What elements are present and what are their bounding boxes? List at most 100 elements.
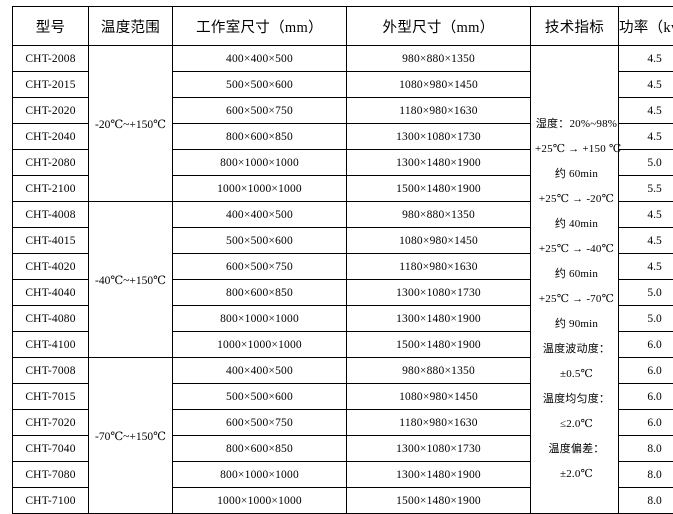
cell-inner-size: 600×500×750 [173, 98, 347, 124]
cell-inner-size: 500×500×600 [173, 72, 347, 98]
cell-outer-size: 1300×1480×1900 [347, 150, 531, 176]
cell-temp-range: -20℃~+150℃ [89, 46, 173, 202]
tech-indicator-line: 约 90min [535, 312, 618, 337]
cell-outer-size: 1300×1080×1730 [347, 280, 531, 306]
cell-outer-size: 1500×1480×1900 [347, 488, 531, 514]
cell-inner-size: 400×400×500 [173, 358, 347, 384]
cell-outer-size: 1300×1480×1900 [347, 306, 531, 332]
column-header-model: 型号 [13, 7, 89, 46]
cell-inner-size: 500×500×600 [173, 384, 347, 410]
tech-indicator-line: 约 60min [535, 162, 618, 187]
cell-outer-size: 1180×980×1630 [347, 98, 531, 124]
tech-indicator-line: 湿度：20%~98% [535, 112, 618, 137]
cell-temp-range: -70℃~+150℃ [89, 358, 173, 514]
cell-power: 6.0 [619, 332, 673, 358]
cell-model: CHT-2100 [13, 176, 89, 202]
cell-outer-size: 980×880×1350 [347, 202, 531, 228]
cell-model: CHT-2080 [13, 150, 89, 176]
column-header-power: 功率（kw） [619, 7, 673, 46]
cell-model: CHT-4015 [13, 228, 89, 254]
cell-inner-size: 600×500×750 [173, 254, 347, 280]
cell-inner-size: 400×400×500 [173, 202, 347, 228]
cell-power: 4.5 [619, 124, 673, 150]
column-header-outer-size: 外型尺寸（mm） [347, 7, 531, 46]
tech-indicator-line: +25℃ → -40℃ [535, 237, 618, 262]
cell-model: CHT-4020 [13, 254, 89, 280]
cell-power: 4.5 [619, 254, 673, 280]
cell-outer-size: 1500×1480×1900 [347, 332, 531, 358]
cell-model: CHT-7008 [13, 358, 89, 384]
cell-power: 8.0 [619, 488, 673, 514]
cell-model: CHT-7040 [13, 436, 89, 462]
specification-table: 型号 温度范围 工作室尺寸（mm） 外型尺寸（mm） 技术指标 功率（kw） 电… [12, 6, 673, 514]
cell-power: 8.0 [619, 436, 673, 462]
cell-model: CHT-7020 [13, 410, 89, 436]
cell-power: 5.5 [619, 176, 673, 202]
cell-power: 5.0 [619, 306, 673, 332]
column-header-tech-indicator: 技术指标 [531, 7, 619, 46]
cell-model: CHT-4008 [13, 202, 89, 228]
table-header: 型号 温度范围 工作室尺寸（mm） 外型尺寸（mm） 技术指标 功率（kw） 电… [13, 7, 673, 46]
tech-indicator-line: 温度均匀度： [535, 387, 618, 412]
cell-model: CHT-7015 [13, 384, 89, 410]
column-header-inner-size: 工作室尺寸（mm） [173, 7, 347, 46]
cell-outer-size: 1300×1080×1730 [347, 436, 531, 462]
cell-inner-size: 1000×1000×1000 [173, 176, 347, 202]
cell-power: 4.5 [619, 202, 673, 228]
cell-power: 6.0 [619, 384, 673, 410]
cell-model: CHT-2008 [13, 46, 89, 72]
tech-indicator-line: +25℃ → -20℃ [535, 187, 618, 212]
specification-table-container: 型号 温度范围 工作室尺寸（mm） 外型尺寸（mm） 技术指标 功率（kw） 电… [12, 6, 662, 514]
cell-outer-size: 980×880×1350 [347, 46, 531, 72]
cell-power: 4.5 [619, 98, 673, 124]
tech-indicator-line: ≤2.0℃ [535, 412, 618, 437]
cell-inner-size: 400×400×500 [173, 46, 347, 72]
cell-inner-size: 800×600×850 [173, 280, 347, 306]
cell-outer-size: 1080×980×1450 [347, 384, 531, 410]
cell-inner-size: 500×500×600 [173, 228, 347, 254]
cell-power: 5.0 [619, 150, 673, 176]
cell-power: 4.5 [619, 72, 673, 98]
cell-outer-size: 1500×1480×1900 [347, 176, 531, 202]
cell-inner-size: 600×500×750 [173, 410, 347, 436]
tech-indicator-line: ±0.5℃ [535, 362, 618, 387]
cell-outer-size: 980×880×1350 [347, 358, 531, 384]
cell-power: 4.5 [619, 228, 673, 254]
cell-inner-size: 800×1000×1000 [173, 462, 347, 488]
cell-inner-size: 800×1000×1000 [173, 150, 347, 176]
tech-indicator-line: +25℃ → -70℃ [535, 287, 618, 312]
cell-inner-size: 800×1000×1000 [173, 306, 347, 332]
tech-indicator-line: 温度偏差： [535, 437, 618, 462]
tech-indicator-line: 温度波动度： [535, 337, 618, 362]
cell-outer-size: 1300×1080×1730 [347, 124, 531, 150]
cell-model: CHT-7100 [13, 488, 89, 514]
cell-outer-size: 1080×980×1450 [347, 228, 531, 254]
cell-model: CHT-4080 [13, 306, 89, 332]
column-header-temp-range: 温度范围 [89, 7, 173, 46]
cell-power: 6.0 [619, 410, 673, 436]
tech-indicator-line: ±2.0℃ [535, 462, 618, 487]
cell-power: 4.5 [619, 46, 673, 72]
tech-indicator-line: 约 40min [535, 212, 618, 237]
cell-model: CHT-2015 [13, 72, 89, 98]
cell-model: CHT-7080 [13, 462, 89, 488]
cell-power: 8.0 [619, 462, 673, 488]
cell-power: 5.0 [619, 280, 673, 306]
cell-inner-size: 800×600×850 [173, 124, 347, 150]
cell-outer-size: 1080×980×1450 [347, 72, 531, 98]
cell-outer-size: 1300×1480×1900 [347, 462, 531, 488]
table-header-row: 型号 温度范围 工作室尺寸（mm） 外型尺寸（mm） 技术指标 功率（kw） 电… [13, 7, 673, 46]
tech-indicator-line: +25℃ → +150 ℃ [535, 137, 618, 162]
cell-inner-size: 1000×1000×1000 [173, 332, 347, 358]
cell-inner-size: 1000×1000×1000 [173, 488, 347, 514]
cell-model: CHT-2020 [13, 98, 89, 124]
cell-outer-size: 1180×980×1630 [347, 410, 531, 436]
cell-outer-size: 1180×980×1630 [347, 254, 531, 280]
cell-inner-size: 800×600×850 [173, 436, 347, 462]
cell-power: 6.0 [619, 358, 673, 384]
cell-model: CHT-4040 [13, 280, 89, 306]
